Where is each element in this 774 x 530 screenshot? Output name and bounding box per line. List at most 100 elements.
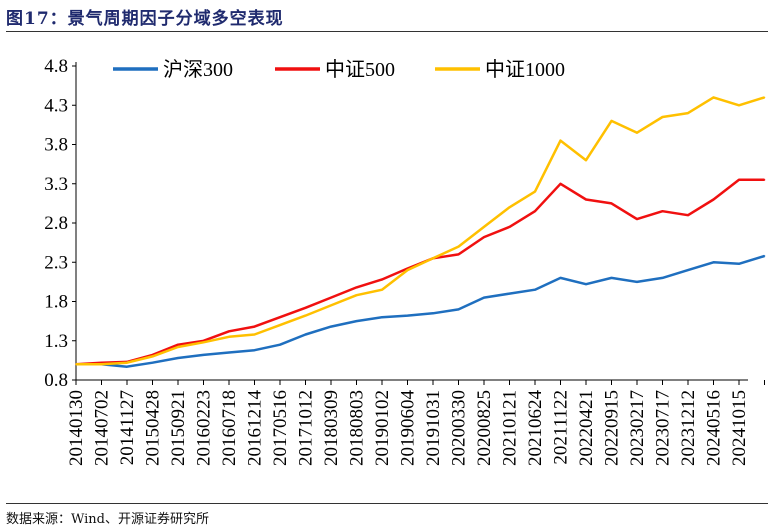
x-tick-label: 20180309 [321, 390, 342, 466]
data-point [738, 104, 740, 107]
data-point [687, 214, 689, 216]
data-point [355, 294, 358, 297]
x-tick-label: 20150428 [143, 390, 164, 466]
x-tick-label: 20141127 [117, 390, 138, 465]
data-point [636, 218, 638, 220]
data-point [763, 96, 766, 99]
data-point [228, 336, 230, 338]
data-point [585, 283, 587, 286]
data-point [75, 363, 77, 366]
x-tick-label: 20240516 [704, 390, 725, 466]
data-point [202, 354, 205, 356]
data-point [610, 202, 613, 205]
data-point [483, 296, 485, 299]
x-tick-label: 20200825 [474, 390, 495, 466]
data-point [228, 351, 230, 354]
data-point [253, 333, 256, 336]
data-point [534, 190, 536, 193]
data-point [330, 325, 332, 328]
legend-label-1: 沪深300 [163, 58, 233, 81]
title-rule [6, 31, 768, 32]
data-point [534, 288, 536, 291]
data-point [304, 333, 307, 336]
data-point [151, 361, 154, 364]
data-point [763, 179, 766, 181]
legend-label-2: 中证500 [325, 58, 395, 81]
x-tick-label: 20190102 [372, 390, 393, 466]
data-point [151, 355, 154, 358]
y-tick-label: 3.8 [44, 135, 68, 156]
data-point [355, 320, 358, 322]
data-point [432, 257, 434, 260]
figure-title: 图17：景气周期因子分域多空表现 [6, 9, 284, 29]
data-point [406, 314, 409, 317]
x-tick-label: 20180803 [347, 390, 368, 466]
data-point [126, 361, 128, 364]
data-point [534, 210, 536, 213]
data-point [304, 314, 307, 317]
x-tick-label: 20190604 [398, 390, 419, 467]
series-line-1 [76, 254, 765, 368]
data-point [661, 277, 664, 279]
data-point [177, 357, 179, 359]
data-point [126, 365, 128, 368]
data-point [279, 316, 281, 319]
x-tick-label: 20231212 [678, 390, 699, 466]
data-point [738, 263, 740, 265]
x-tick-label: 20150921 [168, 390, 189, 466]
y-tick-label: 4.8 [44, 56, 68, 77]
data-point [738, 179, 740, 181]
x-tick-label: 20140702 [92, 390, 113, 466]
x-tick-label: 20241015 [729, 390, 750, 466]
data-point [202, 341, 205, 344]
data-point [585, 198, 587, 201]
data-point [330, 304, 332, 307]
data-point [457, 253, 460, 256]
data-point [355, 286, 358, 289]
data-point [100, 363, 103, 366]
data-point [661, 116, 664, 118]
data-point [483, 236, 485, 238]
y-tick-label: 3.3 [44, 174, 68, 195]
x-tick-label: 20191031 [423, 390, 444, 466]
data-point [661, 210, 664, 213]
y-tick-label: 2.8 [44, 213, 68, 234]
data-point [559, 139, 562, 142]
data-point [610, 120, 613, 122]
x-tick-label: 20220915 [602, 390, 623, 466]
data-point [432, 312, 434, 315]
x-tick-label: 20161214 [245, 390, 266, 467]
data-point [636, 281, 638, 283]
x-tick-label: 20210121 [500, 390, 521, 466]
data-point [279, 343, 281, 346]
data-point [508, 226, 511, 228]
data-point [381, 278, 383, 281]
x-tick-label: 20211122 [551, 390, 572, 465]
series-line-2 [75, 178, 765, 366]
data-point [763, 255, 766, 257]
data-point [330, 296, 332, 299]
data-point [253, 325, 256, 328]
y-tick-label: 0.8 [44, 370, 68, 391]
y-tick-label: 4.3 [44, 95, 68, 116]
x-tick-label: 20230717 [653, 390, 674, 466]
data-point [381, 288, 383, 291]
data-point [381, 316, 383, 319]
data-point [508, 206, 511, 209]
data-point [228, 330, 230, 333]
legend-label-3: 中证1000 [485, 58, 565, 81]
data-point [687, 112, 689, 114]
x-tick-label: 20160718 [219, 390, 240, 466]
source-rule [6, 503, 768, 504]
data-point [304, 306, 307, 309]
x-tick-label: 20171012 [296, 390, 317, 466]
x-tick-label: 20160223 [194, 390, 215, 466]
data-point [177, 346, 179, 348]
data-point [177, 343, 179, 346]
data-point [712, 261, 715, 264]
data-point [636, 131, 638, 134]
data-point [687, 269, 689, 271]
y-tick-label: 1.3 [44, 331, 68, 352]
data-point [457, 308, 460, 311]
